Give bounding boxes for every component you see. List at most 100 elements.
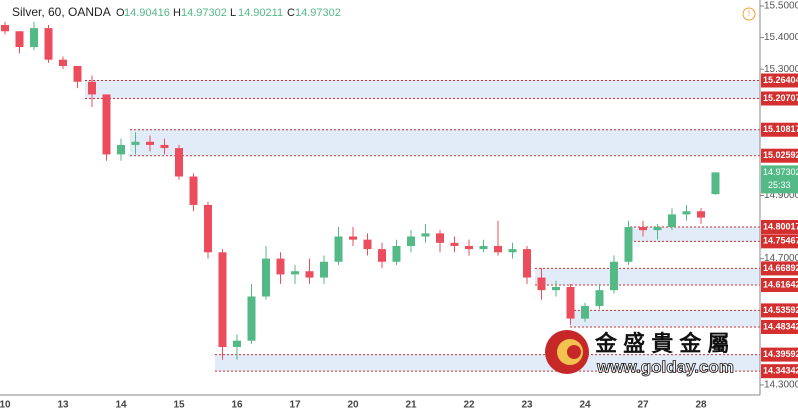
- candle-body: [610, 261, 618, 291]
- candle-body: [349, 236, 357, 240]
- candle-body: [320, 261, 328, 278]
- level-label: 14.61642: [763, 279, 798, 289]
- level-zone: [535, 268, 760, 285]
- level-label: 14.80017: [763, 221, 798, 231]
- level-zone: [215, 354, 760, 372]
- last-price-label: 14.97302: [763, 167, 798, 177]
- level-label: 14.48342: [763, 321, 798, 331]
- y-tick-label: 14.90000: [764, 190, 798, 201]
- candle-body: [160, 144, 169, 149]
- level-label: 14.66892: [763, 263, 798, 273]
- candle-body: [581, 305, 589, 319]
- x-tick-label: 10: [0, 400, 11, 411]
- level-label-bg: [761, 73, 798, 88]
- y-tick-label: 14.70000: [764, 253, 798, 264]
- candle-body: [15, 31, 24, 48]
- watermark-name: 金 盛 貴 金 屬: [594, 331, 729, 356]
- y-tick-label: 15.50000: [764, 1, 798, 12]
- x-tick-label: 24: [579, 400, 591, 411]
- candle-body: [146, 141, 154, 145]
- plot: [1, 21, 760, 372]
- candle-body: [102, 94, 111, 155]
- level-label-bg: [761, 303, 798, 318]
- candle-body: [595, 290, 604, 306]
- candle-body: [407, 236, 415, 246]
- x-tick-label: 15: [173, 400, 185, 411]
- candle-body: [1, 24, 9, 32]
- level-label-bg: [761, 148, 798, 163]
- candle-body: [44, 28, 53, 60]
- header-bg: [2, 4, 314, 21]
- y-tick-label: 15.30000: [764, 64, 798, 75]
- candle-body: [233, 340, 241, 348]
- alert-icon: [742, 7, 756, 21]
- y-tick-label: 15.40000: [764, 32, 798, 43]
- candle-body: [305, 271, 314, 278]
- x-tick-label: 20: [347, 400, 359, 411]
- legend-label: H: [173, 7, 181, 19]
- x-tick-label: 16: [231, 400, 243, 411]
- legend-label: O: [116, 7, 125, 19]
- level-zone: [85, 80, 760, 99]
- legend-label: L: [230, 7, 236, 19]
- x-tick-label: 14: [115, 400, 127, 411]
- last-price-bg: [761, 165, 798, 194]
- candle-body: [175, 148, 183, 177]
- candle-body: [508, 249, 517, 253]
- x-tick-label: 23: [521, 400, 533, 411]
- chart-title: Silver, 60, OANDA: [12, 5, 111, 19]
- candle-body: [218, 252, 227, 348]
- candle-body: [450, 242, 459, 246]
- level-label: 14.39592: [763, 349, 798, 359]
- legend-label: C: [287, 7, 295, 19]
- level-label-bg: [761, 319, 798, 334]
- candle-body: [552, 287, 560, 291]
- level-label: 15.26404: [763, 75, 798, 85]
- candle-body: [682, 211, 691, 215]
- level-label: 15.02592: [763, 150, 798, 160]
- x-tick-label: 27: [637, 400, 649, 411]
- candle-body: [421, 233, 430, 237]
- level-label-bg: [761, 277, 798, 292]
- candle-body: [523, 249, 531, 278]
- candle-body: [465, 245, 473, 250]
- logo-core: [567, 345, 581, 359]
- x-tick-label: 28: [695, 400, 707, 411]
- candle-body: [436, 233, 444, 243]
- candle-body: [639, 227, 647, 231]
- candle-body: [537, 277, 546, 291]
- level-label-bg: [761, 219, 798, 234]
- x-tick-label: 17: [289, 400, 301, 411]
- candle-body: [668, 214, 676, 228]
- candle-body: [204, 204, 212, 253]
- level-label: 14.75467: [763, 236, 798, 246]
- candle-body: [189, 176, 198, 205]
- level-zone: [130, 129, 760, 156]
- level-label-bg: [761, 234, 798, 249]
- candle-body: [59, 59, 67, 66]
- candle-body: [378, 249, 386, 262]
- x-tick-label: 13: [57, 400, 69, 411]
- level-label-bg: [761, 364, 798, 379]
- candle-body: [291, 271, 299, 275]
- level-label: 15.20707: [763, 93, 798, 103]
- candle-body: [247, 296, 256, 341]
- x-tick-label: 22: [463, 400, 475, 411]
- candle-body: [88, 81, 96, 95]
- candle-body: [711, 172, 720, 195]
- candle-body: [697, 211, 705, 218]
- watermark-url: www.golday.com: [596, 357, 734, 376]
- level-label: 14.53592: [763, 305, 798, 315]
- x-tick-label: 21: [405, 400, 417, 411]
- candle-body: [566, 287, 575, 319]
- y-tick-label: 14.30000: [764, 380, 798, 391]
- candle-body: [276, 258, 285, 275]
- candle-body: [117, 144, 125, 155]
- candle-body: [262, 258, 270, 297]
- x-ticks: 10 13 14 15 16 17 20 21 22 23 24 27 28: [0, 400, 707, 411]
- level-label-bg: [761, 347, 798, 362]
- countdown: 25:33: [768, 180, 791, 190]
- candle-body: [624, 227, 633, 262]
